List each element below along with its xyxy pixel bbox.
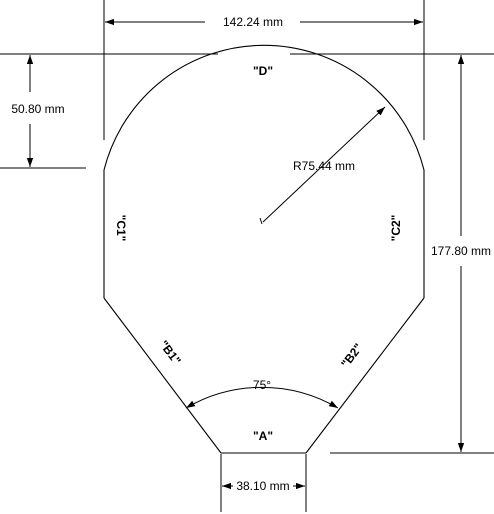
- edge-label-b1: "B1": [157, 338, 184, 368]
- angle-label: 75°: [253, 378, 271, 392]
- edge-b2-line: [305, 297, 425, 454]
- arc-height-label: 50.80 mm: [11, 102, 64, 116]
- edge-label-b2: "B2": [338, 341, 365, 371]
- height-label: 177.80 mm: [431, 244, 491, 258]
- edge-label-c1: "C1": [114, 215, 128, 242]
- radius-label: R75.44 mm: [293, 159, 355, 173]
- edge-label-d: "D": [253, 64, 273, 78]
- shape-outline: [103, 44, 425, 454]
- width-label: 142.24 mm: [223, 15, 283, 29]
- edge-b1-line: [103, 297, 222, 454]
- edge-label-a: "A": [253, 429, 273, 443]
- edge-label-c2: "C2": [389, 215, 403, 242]
- angle-dimension: 75°: [185, 378, 339, 409]
- arc-edge-d: [103, 44, 425, 171]
- height-dimension: 177.80 mm: [330, 55, 494, 454]
- radius-dimension: R75.44 mm: [259, 106, 386, 225]
- bottom-width-dimension: 38.10 mm: [220, 454, 307, 512]
- arc-height-dimension: 50.80 mm: [0, 55, 86, 169]
- bottom-width-label: 38.10 mm: [236, 479, 289, 493]
- width-dimension: 142.24 mm: [103, 0, 425, 140]
